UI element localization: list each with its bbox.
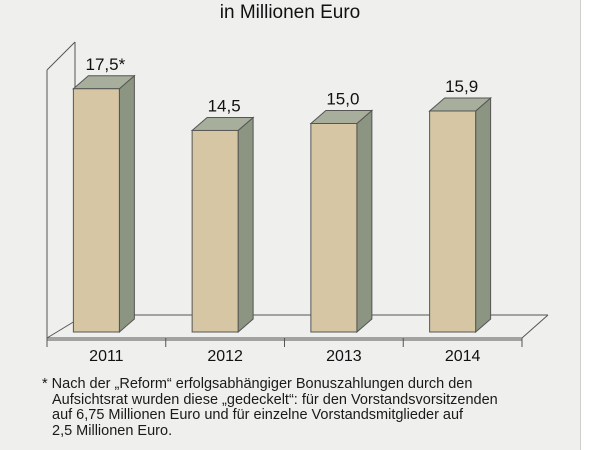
footnote-line: 2,5 Millionen Euro.	[52, 422, 173, 439]
bar-side	[475, 96, 492, 334]
value-label: 17,5*	[86, 55, 126, 74]
footnote-line: Aufsichtsrat wurden diese „gedeckelt“: f…	[52, 391, 498, 408]
value-label: 15,9	[445, 77, 478, 96]
frame-floor-right-diagonal	[521, 314, 549, 339]
value-label: 14,5	[208, 96, 241, 115]
bars	[72, 74, 492, 334]
bar	[429, 110, 477, 333]
value-labels: 17,5* 14,5 15,0 15,9	[86, 55, 479, 116]
bar	[191, 129, 239, 333]
frame-top-diagonal	[46, 41, 76, 71]
chart-subtitle: in Millionen Euro	[219, 2, 361, 23]
x-tick-label: 2011	[89, 348, 124, 365]
bar-chart: 17,5* 14,5 15,0 15,9 2011 2012 2013 2014	[46, 41, 549, 365]
frame-floor-left-diagonal	[46, 320, 76, 339]
footnote-line: auf 6,75 Millionen Euro und für einzelne…	[52, 407, 464, 423]
x-tick-label: 2012	[207, 348, 243, 365]
bar-side	[118, 74, 135, 334]
x-tick-label: 2014	[445, 348, 481, 365]
page-edge	[580, 0, 600, 450]
bar	[72, 88, 120, 333]
footnote: * Nach der „Reform“ erfolgsabhängiger Bo…	[42, 376, 562, 439]
value-label: 15,0	[326, 90, 359, 109]
bar	[310, 123, 358, 333]
x-tick-labels: 2011 2012 2013 2014	[89, 348, 480, 365]
bar-side	[237, 116, 254, 334]
bar-side	[356, 109, 373, 334]
footnote-line: * Nach der „Reform“ erfolgsabhängiger Bo…	[42, 376, 473, 392]
x-tick-label: 2013	[326, 348, 362, 365]
